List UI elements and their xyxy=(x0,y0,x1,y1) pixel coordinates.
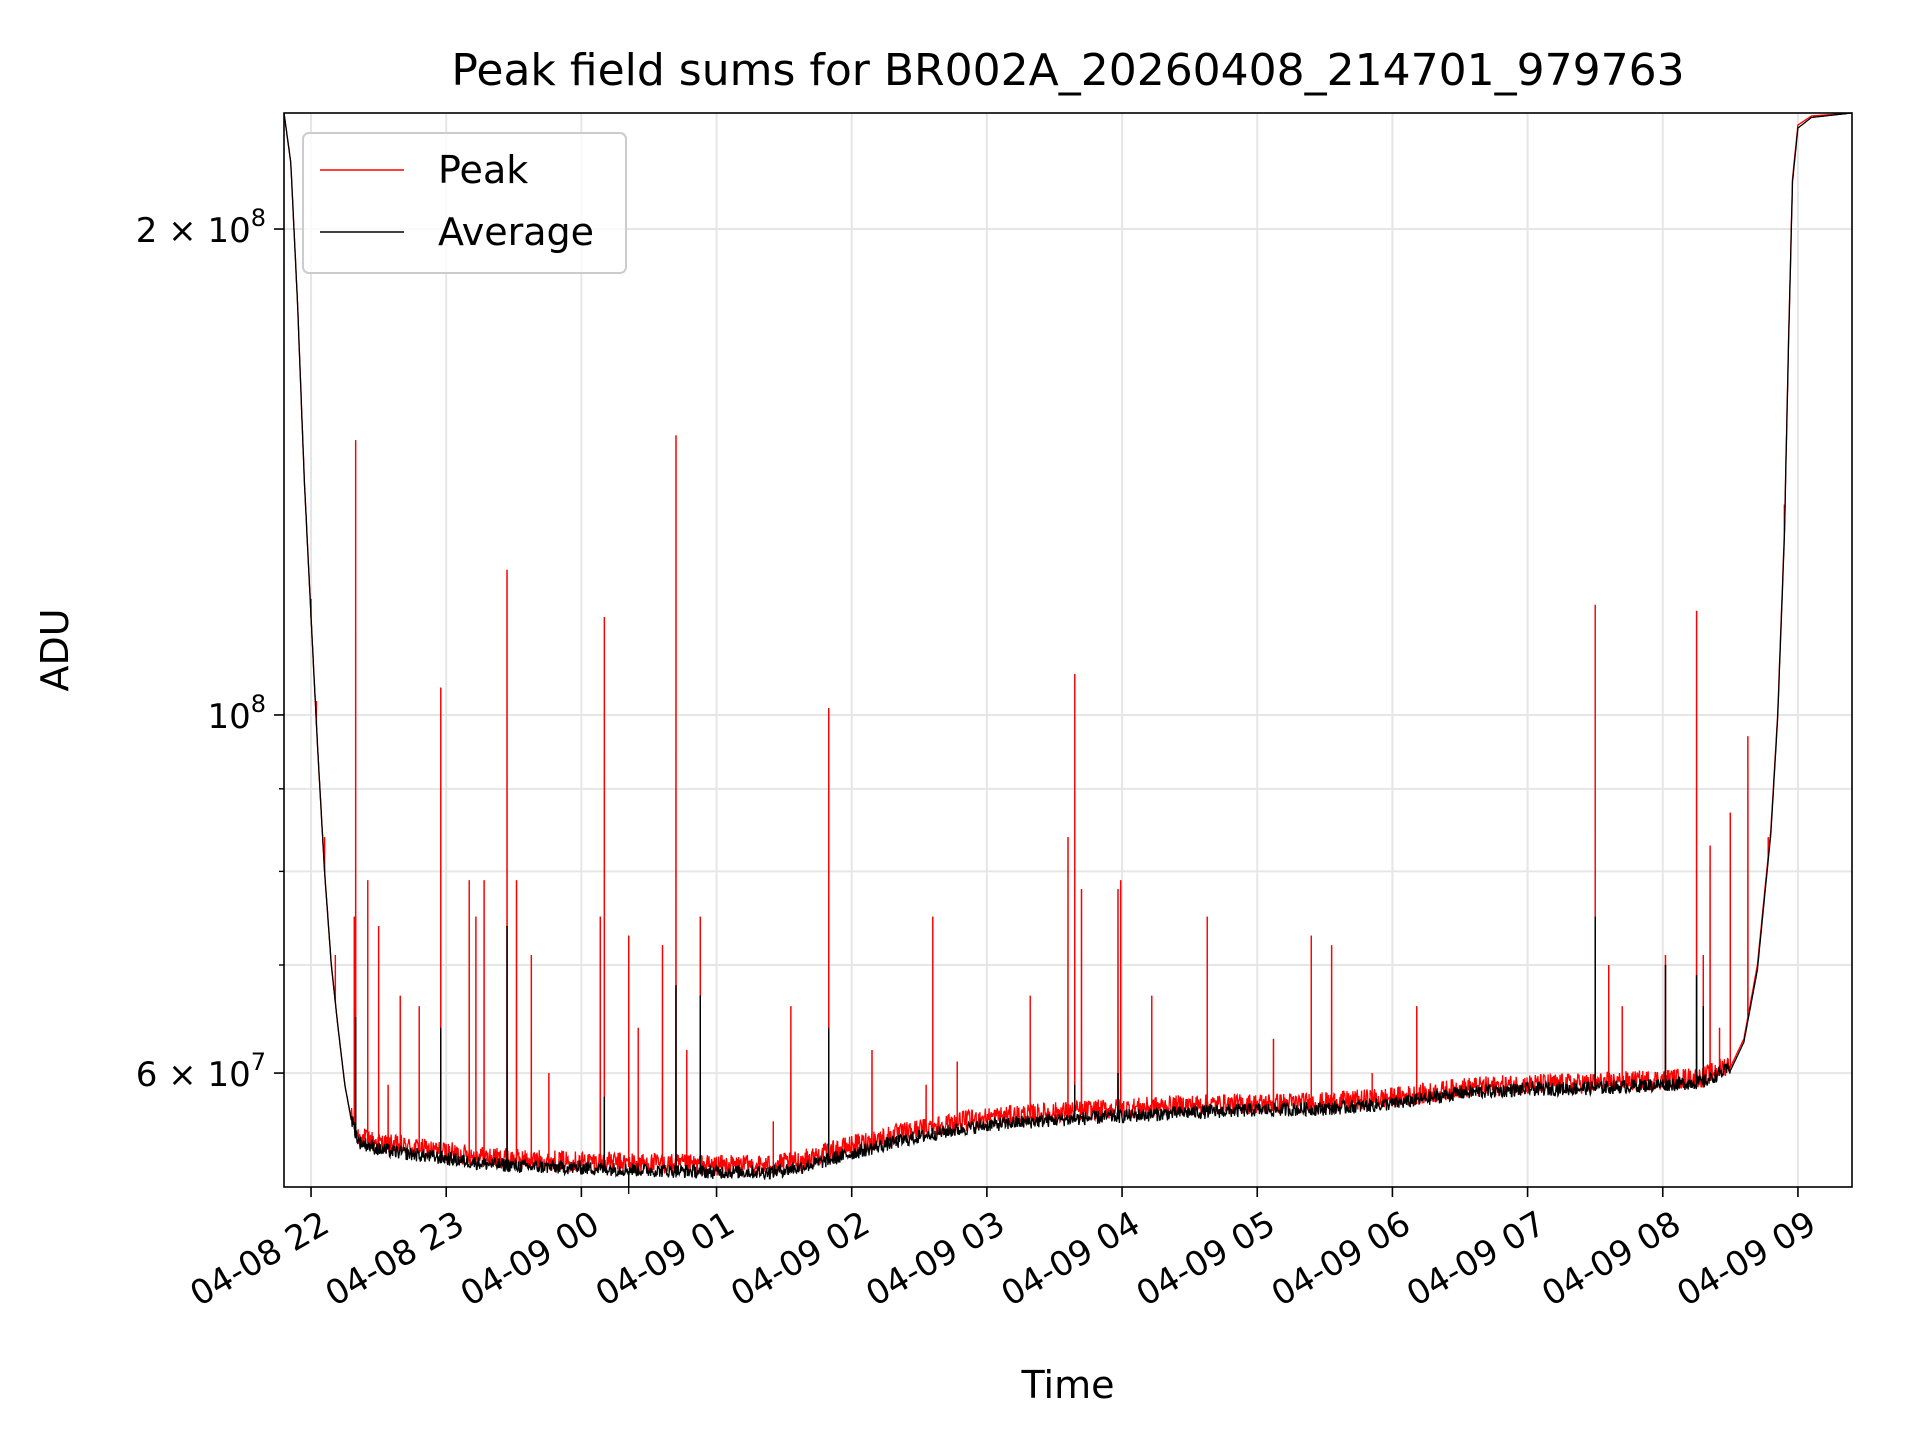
y-axis-label: ADU xyxy=(33,608,77,691)
series-line xyxy=(283,112,1853,1188)
y-tick-label: 108 xyxy=(207,690,266,737)
series-average xyxy=(283,112,1853,1194)
legend: Peak Average xyxy=(302,132,627,274)
y-tick-label: 6 × 107 xyxy=(136,1048,266,1095)
plot-area xyxy=(283,112,1853,1194)
plot-frame xyxy=(283,112,1853,1188)
y-tick-label: 2 × 108 xyxy=(136,204,266,251)
y-axis: 6 × 107 108 2 × 108 xyxy=(136,204,284,1095)
legend-average-label: Average xyxy=(438,210,594,254)
x-axis-label: Time xyxy=(1021,1363,1115,1407)
legend-box xyxy=(302,132,627,274)
legend-peak-label: Peak xyxy=(438,148,528,192)
chart-title: Peak field sums for BR002A_20260408_2147… xyxy=(451,45,1684,96)
